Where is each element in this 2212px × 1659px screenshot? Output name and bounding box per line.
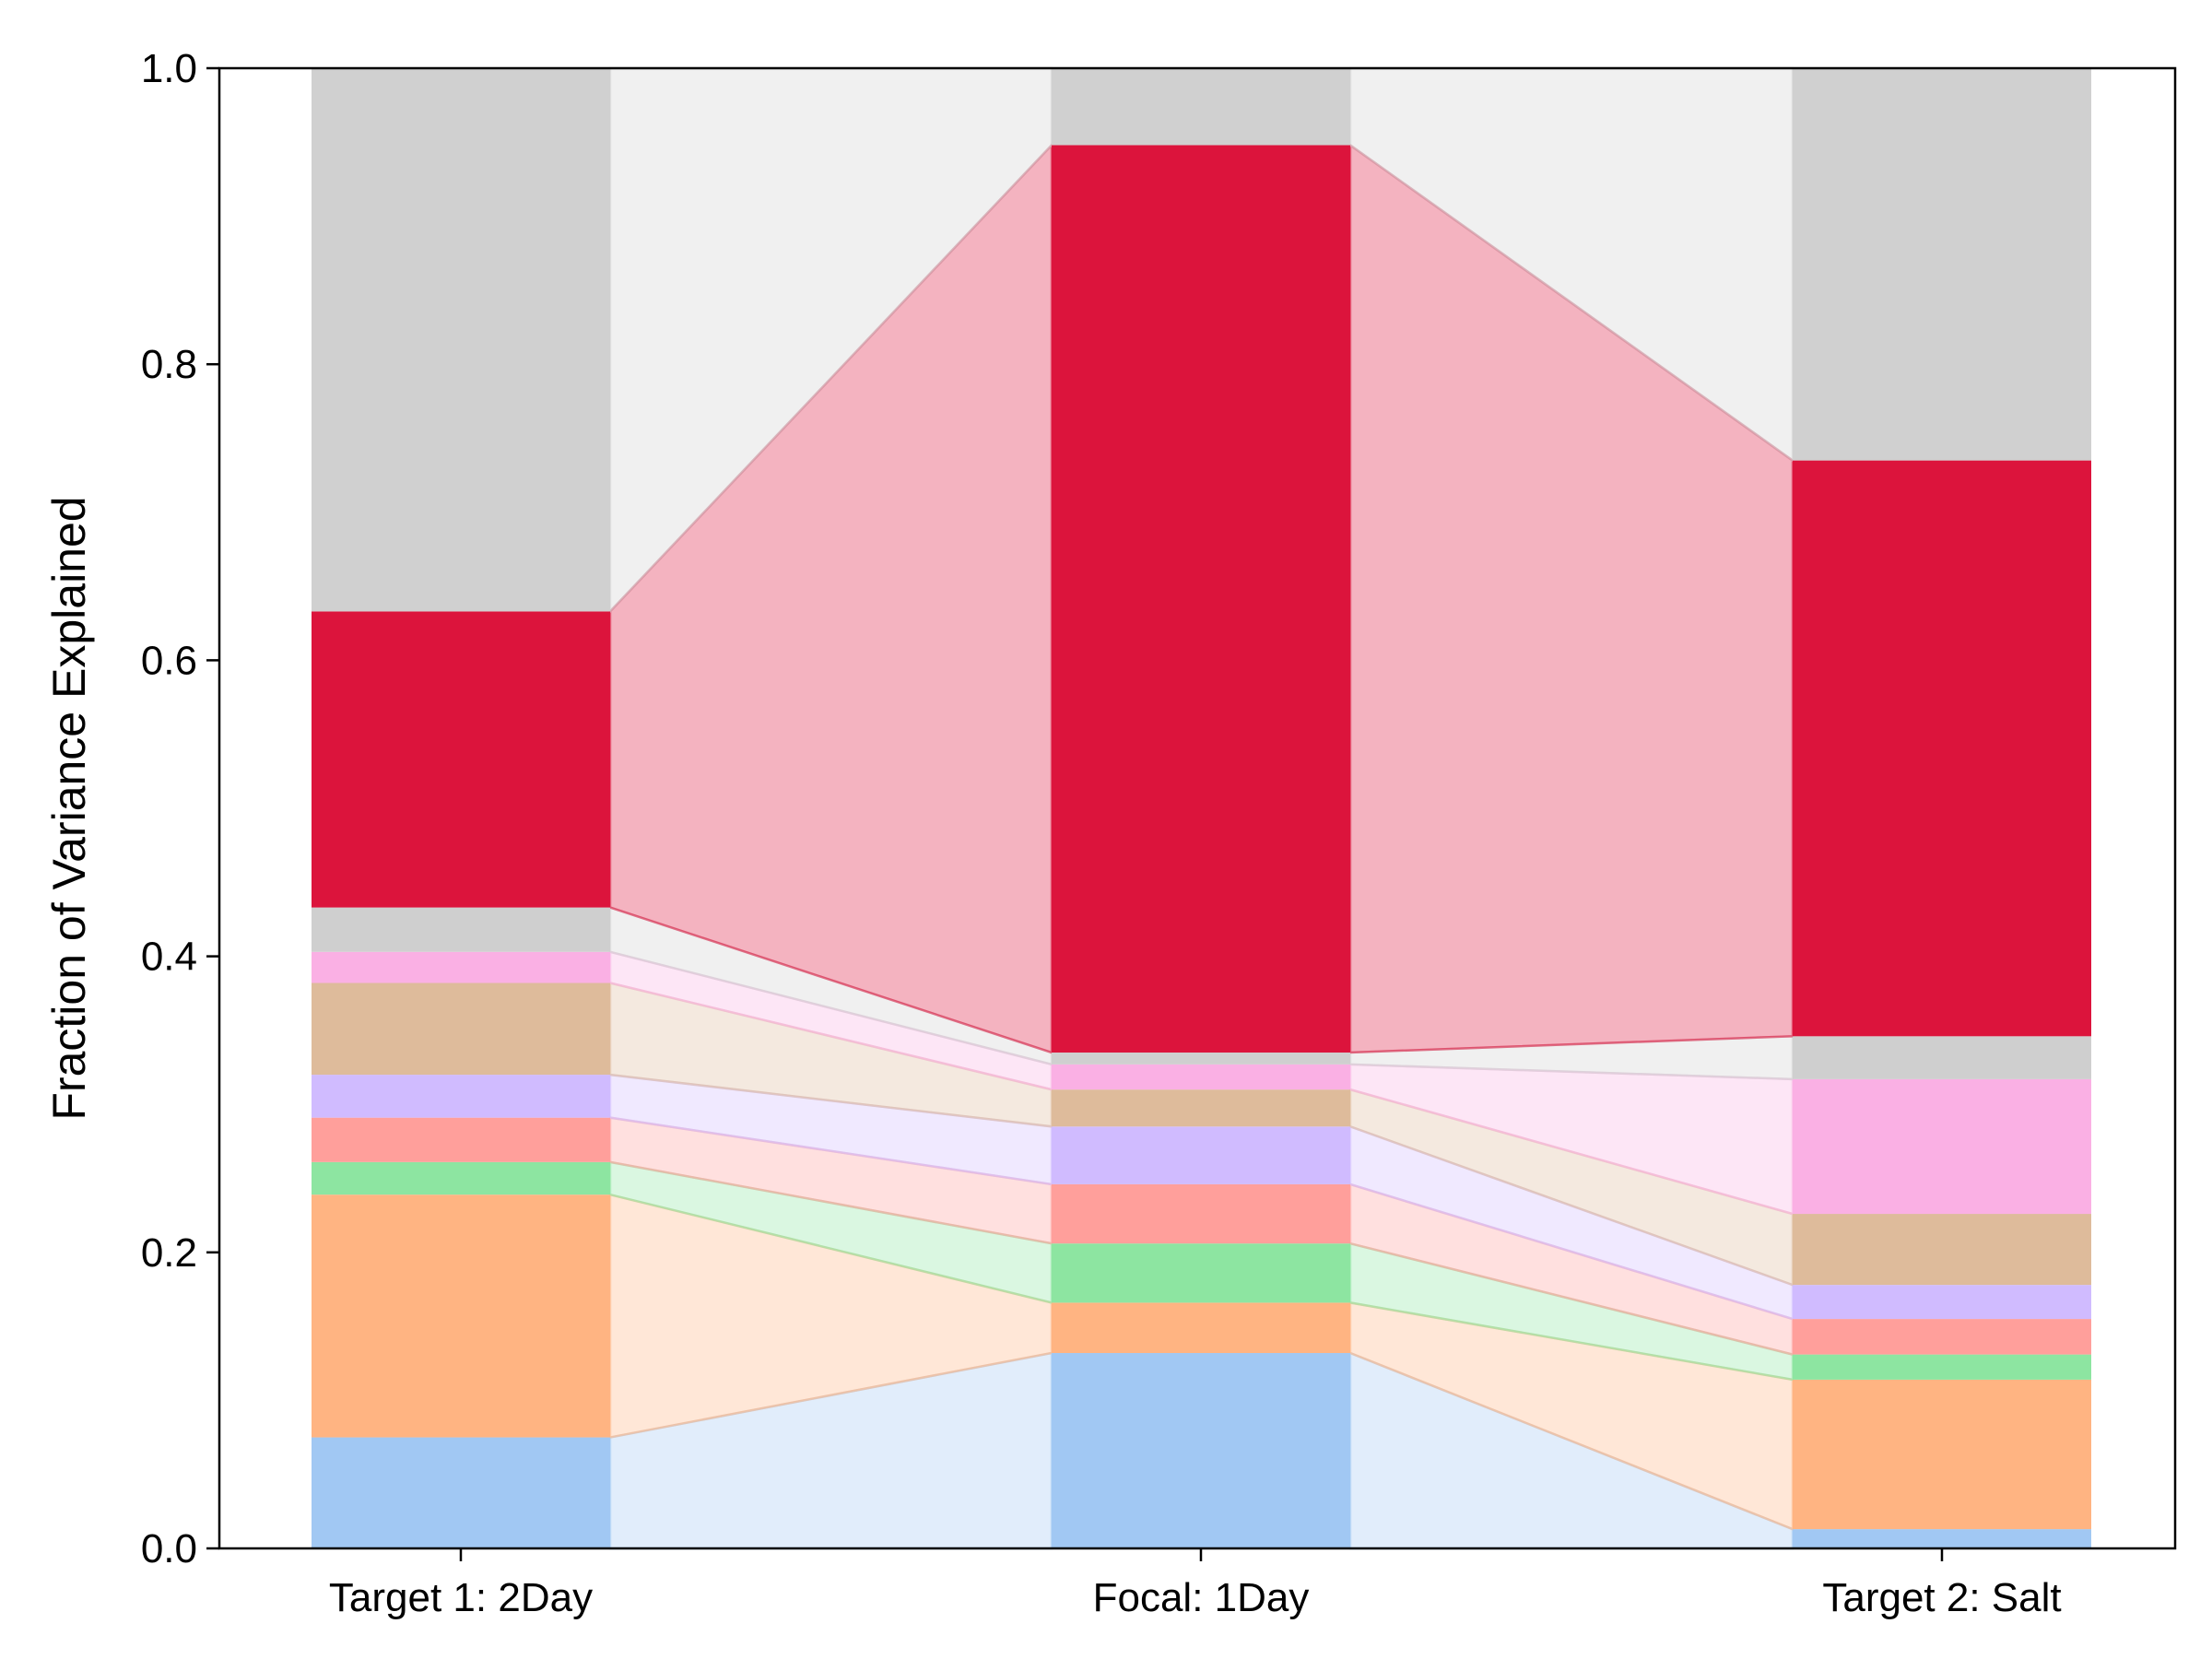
y-axis-label: Fraction of Variance Explained [43,496,95,1120]
bar-series-10-cat-3 [1793,68,2091,461]
bar-series-4-cat-2 [1052,1183,1350,1244]
y-tick-label-1: 0.2 [141,1230,197,1276]
x-axis: Target 1: 2Day Focal: 1Day Target 2: Salt [329,1548,2062,1620]
plot-frame [218,66,2177,1550]
bar-series-8-cat-3 [1793,1036,2091,1079]
bar-series-4-cat-3 [1793,1319,2091,1355]
bar-series-1-cat-1 [312,1437,610,1548]
bar-series-7-cat-2 [1052,1064,1350,1090]
bar-series-5-cat-3 [1793,1285,2091,1320]
y-tick-label-3: 0.6 [141,638,197,683]
bar-series-6-cat-3 [1793,1214,2091,1286]
y-axis: 0.0 0.2 0.4 0.6 0.8 1.0 [141,46,219,1571]
bar-series-5-cat-1 [312,1075,610,1118]
x-tick-label-0: Target 1: 2Day [329,1575,593,1620]
y-tick-label-5: 1.0 [141,46,197,91]
y-tick-label-0: 0.0 [141,1526,197,1571]
bar-series-5-cat-2 [1052,1126,1350,1184]
bar-series-9-cat-3 [1793,460,2091,1037]
bar-stacks [312,68,2091,1548]
x-tick-label-1: Focal: 1Day [1093,1575,1310,1620]
bar-series-3-cat-1 [312,1161,610,1195]
y-tick-label-2: 0.4 [141,935,197,980]
bar-series-8-cat-1 [312,907,610,952]
bar-series-1-cat-2 [1052,1353,1350,1548]
connecting-bands [608,66,1794,1550]
bar-series-1-cat-3 [1793,1529,2091,1548]
bar-series-7-cat-3 [1793,1078,2091,1215]
bar-series-8-cat-2 [1052,1052,1350,1065]
bar-series-3-cat-3 [1793,1354,2091,1380]
bar-series-2-cat-3 [1793,1379,2091,1530]
x-tick-label-2: Target 2: Salt [1822,1575,2061,1620]
y-tick-label-4: 0.8 [141,342,197,387]
bar-series-9-cat-1 [312,611,610,908]
bar-series-2-cat-2 [1052,1302,1350,1354]
bar-series-6-cat-2 [1052,1089,1350,1127]
bar-series-2-cat-1 [312,1194,610,1438]
bar-series-4-cat-1 [312,1117,610,1162]
bar-series-10-cat-2 [1052,68,1350,146]
bar-series-10-cat-1 [312,68,610,612]
bar-series-6-cat-1 [312,982,610,1076]
bar-series-9-cat-2 [1052,145,1350,1053]
bar-series-7-cat-1 [312,951,610,983]
bar-series-3-cat-2 [1052,1243,1350,1303]
